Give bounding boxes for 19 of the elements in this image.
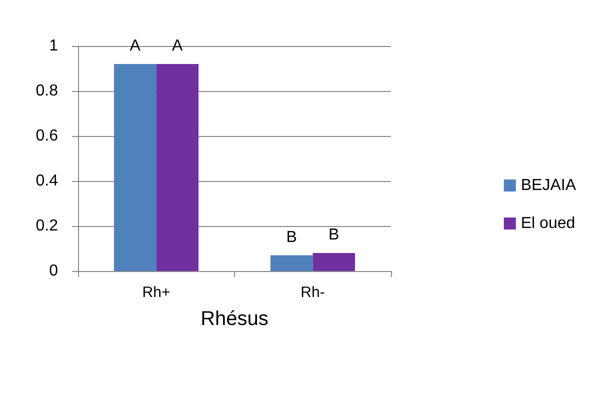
y-tick-label: 1 xyxy=(49,38,58,54)
y-tick-label: 0.8 xyxy=(36,82,58,100)
y-tick-label: 0.4 xyxy=(36,172,58,190)
bar xyxy=(156,64,199,271)
x-tick-label: Rh- xyxy=(300,284,325,301)
data-label: A xyxy=(172,38,184,54)
legend-label: El oued xyxy=(520,215,576,232)
bar xyxy=(114,64,156,271)
data-label: B xyxy=(328,226,340,244)
y-tick-label: 0 xyxy=(49,262,58,280)
data-label: B xyxy=(286,228,297,246)
y-tick-label: 0.2 xyxy=(36,218,58,234)
legend-label: BEJAIA xyxy=(520,177,576,194)
data-label: A xyxy=(130,38,141,54)
bar xyxy=(270,255,313,271)
y-tick-label: 0.6 xyxy=(36,128,58,144)
bar xyxy=(312,253,356,271)
x-axis-title: Rhésus xyxy=(200,308,268,330)
x-tick-label: Rh+ xyxy=(142,284,170,301)
